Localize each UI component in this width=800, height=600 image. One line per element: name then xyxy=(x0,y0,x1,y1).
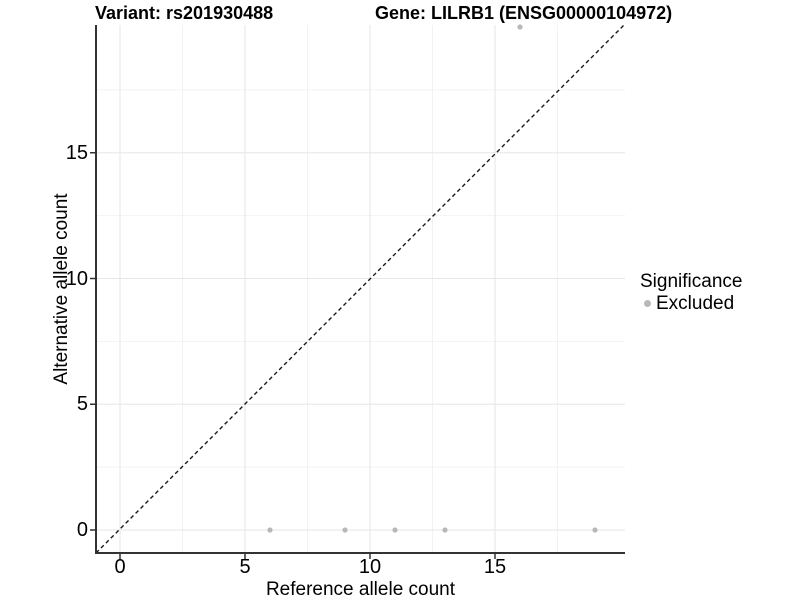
x-tick-label: 5 xyxy=(239,556,251,578)
x-tick-label: 0 xyxy=(114,556,126,578)
y-tick-label: 15 xyxy=(65,141,88,164)
data-point xyxy=(442,527,448,533)
y-tick-label: 5 xyxy=(76,393,88,416)
variant-title: Variant: rs201930488 xyxy=(95,3,274,23)
data-point xyxy=(517,24,523,30)
legend: Significance Excluded xyxy=(640,271,742,314)
x-tick-label: 15 xyxy=(483,556,507,578)
y-tick-label: 0 xyxy=(76,519,88,541)
legend-item: Excluded xyxy=(640,293,742,314)
y-axis-title: Alternative allele count xyxy=(51,193,72,385)
y-tick-label: 10 xyxy=(65,267,88,290)
identity-line xyxy=(95,23,626,554)
data-point xyxy=(592,527,598,533)
x-axis-title: Reference allele count xyxy=(265,579,456,600)
x-tick-label: 10 xyxy=(358,556,382,578)
legend-title: Significance xyxy=(640,271,743,292)
data-point xyxy=(342,527,348,533)
legend-item-label: Excluded xyxy=(656,293,735,314)
legend-point-icon xyxy=(644,300,651,307)
gene-title: Gene: LILRB1 (ENSG00000104972) xyxy=(375,3,673,23)
data-point xyxy=(267,527,273,533)
data-point xyxy=(392,527,398,533)
